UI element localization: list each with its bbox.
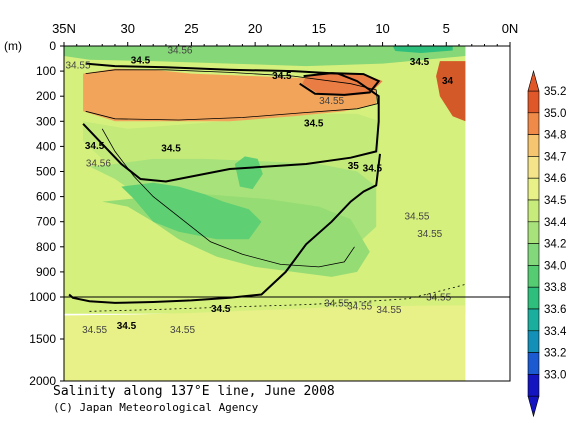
x-tick-label-5: 5 [443,21,450,36]
colorbar-label-33.2: 33.2 [544,348,566,360]
contour-label-11: 34.5 [85,141,105,152]
region-surface-teal [392,46,453,53]
contour-label-14: 34.5 [363,164,383,175]
contour-label-22: 34.55 [170,325,195,336]
contour-label-21: 34.55 [82,325,107,336]
contour-label-4: 34.5 [410,57,430,68]
region-core-34.2 [121,182,262,240]
y-tick-label-1500: 1500 [29,332,56,346]
colorbar-label-34.4: 34.4 [544,217,567,229]
y-tick-label-700: 700 [36,215,56,229]
plot-frame [63,45,511,382]
y-tick-label-900: 900 [36,265,56,279]
colorbar-swatch-34.6 [527,177,540,201]
colorbar-label-34.6: 34.6 [544,173,566,185]
y-tick-label-200: 200 [36,89,56,103]
contour-label-0: 34.5 [131,56,151,67]
contour-label-17: 34.55 [347,302,372,313]
contour-label-7: 34.5 [304,118,324,129]
contour-label-12: 34.56 [86,159,111,170]
contour-line-34.8-3 [85,69,378,121]
colorbar-swatch-34.4 [527,221,540,244]
contour-label-15: 34.55 [426,292,451,303]
colorbar-swatch-33.0 [527,374,540,397]
colorbar-swatch-34.2 [527,243,540,266]
colorbar-swatch-33.6 [527,308,540,332]
region-orange-34.9 [83,68,377,122]
colorbar-label-34.5: 34.5 [544,195,566,207]
y-tick-label-2000: 2000 [29,374,56,388]
colorbar-swatch-34.0 [527,265,540,288]
y-tick-label-1000: 1000 [29,290,56,304]
colorbar-label-35.2: 35.2 [544,86,566,98]
contour-label-3: 34.55 [319,96,344,107]
contour-label-18: 34.55 [376,305,401,316]
colorbar-label-33.0: 33.0 [544,369,566,381]
colorbar-top-arrow [527,69,540,92]
x-tick-label-15: 15 [312,21,326,36]
region-surface-34.3 [64,46,466,67]
contour-label-6: 35 [348,161,360,172]
x-tick-label-0: 0N [502,21,519,36]
x-tick-label-20: 20 [248,21,262,36]
chart-title: Salinity along 137°E line, June 2008 [53,384,335,399]
contour-label-9: 34.5 [161,144,181,155]
contour-line-34.5-1 [68,153,381,304]
contour-label-16: 34.55 [324,298,349,309]
contour-line-34.3-4 [101,128,355,268]
region-deep-34.55 [64,305,466,381]
colorbar-swatch-34.7 [527,156,540,179]
colorbar-swatch-35.0 [527,112,540,135]
contour-label-20: 34.5 [117,321,137,332]
colorbar: 35.2 35.0 34.8 34.7 34.6 34.5 34.4 34.2 34.0 33.8… [527,69,567,418]
contour-line-34.5-0 [82,62,380,183]
colorbar-label-33.6: 33.6 [544,304,566,316]
x-tick-label-10: 10 [375,21,389,36]
y-tick-label-300: 300 [36,114,56,128]
contour-label-8: 34.55 [404,211,429,222]
contour-label-19: 34.5 [211,304,231,315]
colorbar-swatch-34.5 [527,199,540,223]
colorbar-bottom-arrow [527,395,540,418]
colorbar-label-34.7: 34.7 [544,151,566,163]
contour-label-2: 34.5 [272,71,292,82]
contour-label-13: 34.55 [417,229,442,240]
region-lens-34.2 [234,156,263,190]
contour-label-1: 34.56 [167,46,192,57]
contour-line-35-2 [299,72,381,96]
y-tick-label-100: 100 [36,64,56,78]
colorbar-label-33.4: 33.4 [544,326,567,338]
colorbar-label-34.2: 34.2 [544,239,566,251]
colorbar-swatch-33.8 [527,286,540,310]
colorbar-label-33.8: 33.8 [544,282,566,294]
colorbar-swatch-35.2 [527,90,540,114]
y-tick-label-800: 800 [36,240,56,254]
contour-line-34.55-5 [89,284,466,312]
colorbar-label-34.0: 34.0 [544,260,566,272]
chart-credit: (C) Japan Meteorological Agency [53,401,259,414]
region-core-35 [302,72,383,97]
colorbar-label-34.8: 34.8 [544,130,566,142]
colorbar-swatch-33.4 [527,330,540,353]
axes: 35N 30 25 20 15 10 5 0N 0 100 200 300 400 500 600 700 80… [4,21,518,388]
region-equator-high [436,61,466,122]
y-tick-label-500: 500 [36,165,56,179]
plot-area: 34.534.5634.534.5534.5343534.534.5534.53… [64,46,510,381]
y-axis-unit-label: (m) [4,39,22,53]
y-tick-label-600: 600 [36,190,56,204]
no-data-area [468,46,510,381]
x-tick-label-30: 30 [120,21,134,36]
colorbar-swatch-34.8 [527,134,540,157]
x-tick-label-25: 25 [184,21,198,36]
y-tick-label-400: 400 [36,139,56,153]
contour-label-5: 34 [442,76,454,87]
y-tick-label-0: 0 [49,39,56,53]
salinity-field: 34.534.5634.534.5534.5343534.534.5534.53… [64,46,466,381]
colorbar-swatch-33.2 [527,352,540,375]
contour-label-10: 34.55 [66,61,91,72]
colorbar-label-35.0: 35.0 [544,108,566,120]
x-tick-label-35: 35N [52,21,76,36]
